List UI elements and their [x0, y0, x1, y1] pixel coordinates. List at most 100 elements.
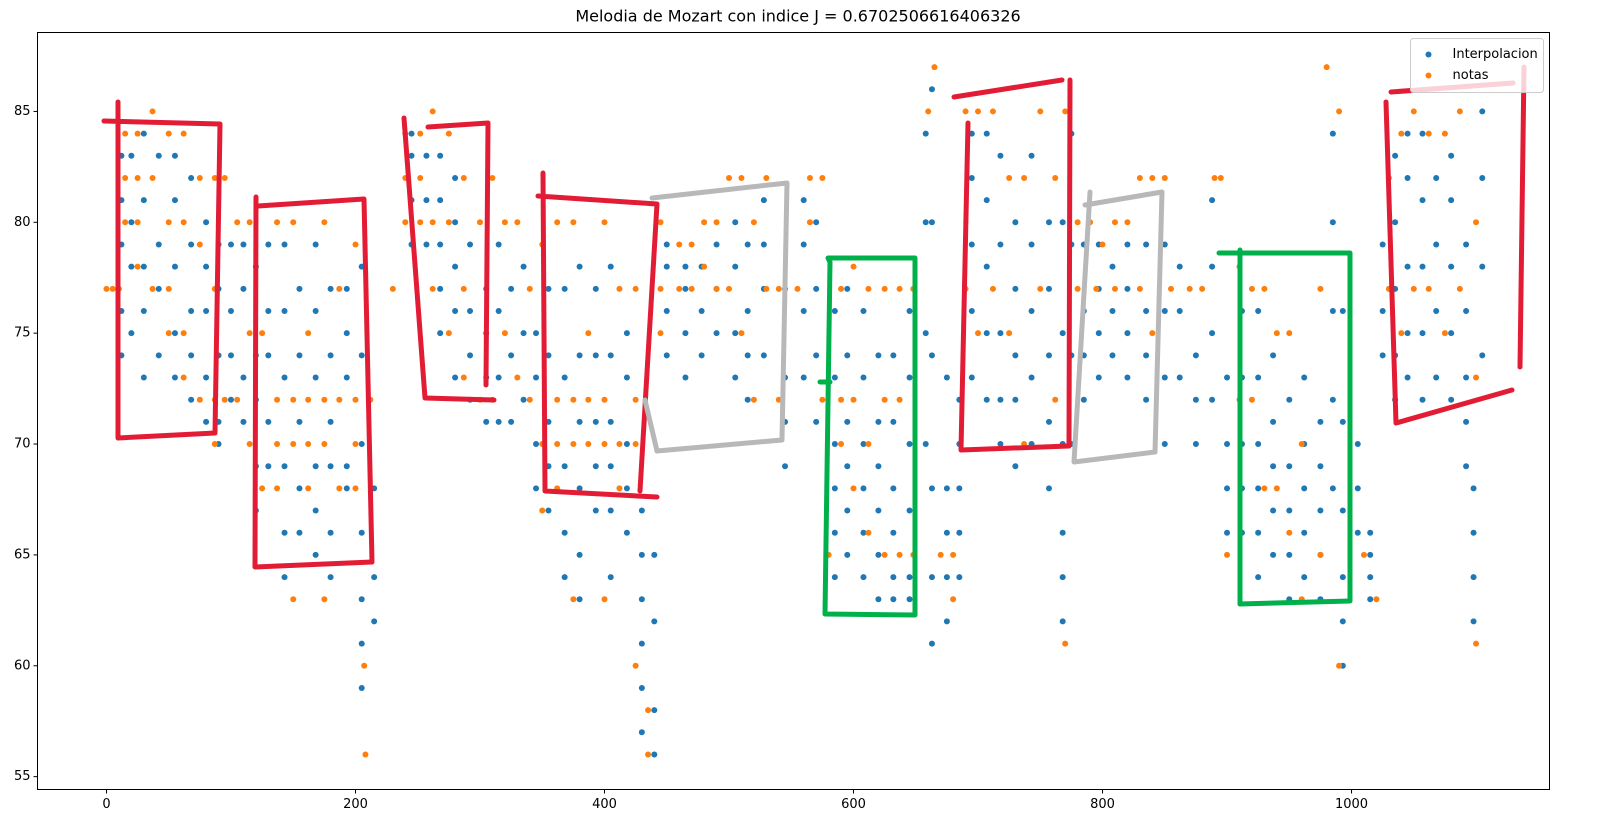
annotation-stroke — [101, 99, 223, 441]
point — [698, 352, 705, 359]
point — [922, 330, 929, 337]
point — [526, 396, 533, 403]
point — [1080, 396, 1087, 403]
point — [1136, 174, 1143, 181]
point — [875, 551, 882, 558]
point — [860, 374, 867, 381]
point — [676, 241, 683, 248]
point — [452, 174, 459, 181]
point — [616, 485, 623, 492]
point — [1093, 285, 1100, 292]
point — [259, 330, 266, 337]
point — [1255, 485, 1262, 492]
point — [1224, 551, 1231, 558]
point — [1286, 463, 1293, 470]
point — [1425, 285, 1432, 292]
point — [321, 596, 328, 603]
point — [554, 441, 561, 448]
point — [1336, 662, 1343, 669]
point — [1379, 241, 1386, 248]
point — [408, 152, 415, 159]
point — [274, 441, 281, 448]
point — [738, 330, 745, 337]
point — [371, 574, 378, 581]
point — [305, 441, 312, 448]
point — [290, 596, 297, 603]
point — [1419, 197, 1426, 204]
point — [533, 374, 540, 381]
point — [651, 751, 658, 758]
point — [651, 618, 658, 625]
point — [128, 330, 135, 337]
point — [1286, 330, 1293, 337]
point — [732, 263, 739, 270]
point — [651, 551, 658, 558]
point — [305, 396, 312, 403]
point — [1463, 241, 1470, 248]
annotation-stroke — [535, 170, 660, 500]
point — [1045, 352, 1052, 359]
point — [576, 263, 583, 270]
point — [495, 241, 502, 248]
point — [865, 441, 872, 448]
point — [1373, 596, 1380, 603]
point — [890, 352, 897, 359]
point — [1470, 618, 1477, 625]
point — [1143, 352, 1150, 359]
point — [663, 263, 670, 270]
point — [1124, 219, 1131, 226]
point — [483, 418, 490, 425]
point — [1339, 418, 1346, 425]
point — [983, 130, 990, 137]
point — [760, 352, 767, 359]
point — [1270, 463, 1277, 470]
legend-label: notas — [1453, 68, 1489, 83]
point — [259, 485, 266, 492]
point — [423, 241, 430, 248]
point — [682, 374, 689, 381]
point — [188, 307, 195, 314]
point — [296, 485, 303, 492]
point — [956, 574, 963, 581]
point — [533, 330, 540, 337]
point — [1367, 574, 1374, 581]
y-tick-label: 80 — [14, 215, 31, 230]
point — [358, 596, 365, 603]
point — [1037, 108, 1044, 115]
point — [950, 551, 957, 558]
point — [514, 374, 521, 381]
point — [831, 441, 838, 448]
point — [343, 285, 350, 292]
point — [1161, 374, 1168, 381]
point — [539, 507, 546, 514]
point — [452, 374, 459, 381]
point — [234, 396, 241, 403]
point — [274, 396, 281, 403]
point — [890, 596, 897, 603]
point — [203, 263, 210, 270]
point — [520, 330, 527, 337]
y-tick-label: 60 — [14, 658, 31, 673]
point — [928, 352, 935, 359]
axes-frame — [37, 32, 1550, 790]
point — [922, 130, 929, 137]
point — [601, 219, 608, 226]
point — [1404, 263, 1411, 270]
point — [1419, 263, 1426, 270]
y-tick-label: 75 — [14, 326, 31, 341]
point — [134, 174, 141, 181]
point — [732, 374, 739, 381]
point — [1045, 285, 1052, 292]
point — [460, 374, 467, 381]
x-tick-label: 800 — [1090, 797, 1115, 812]
point — [732, 219, 739, 226]
point — [623, 374, 630, 381]
point — [1392, 219, 1399, 226]
point — [533, 485, 540, 492]
point — [1433, 374, 1440, 381]
point — [188, 352, 195, 359]
point — [1261, 285, 1268, 292]
point — [155, 285, 162, 292]
point — [149, 174, 156, 181]
